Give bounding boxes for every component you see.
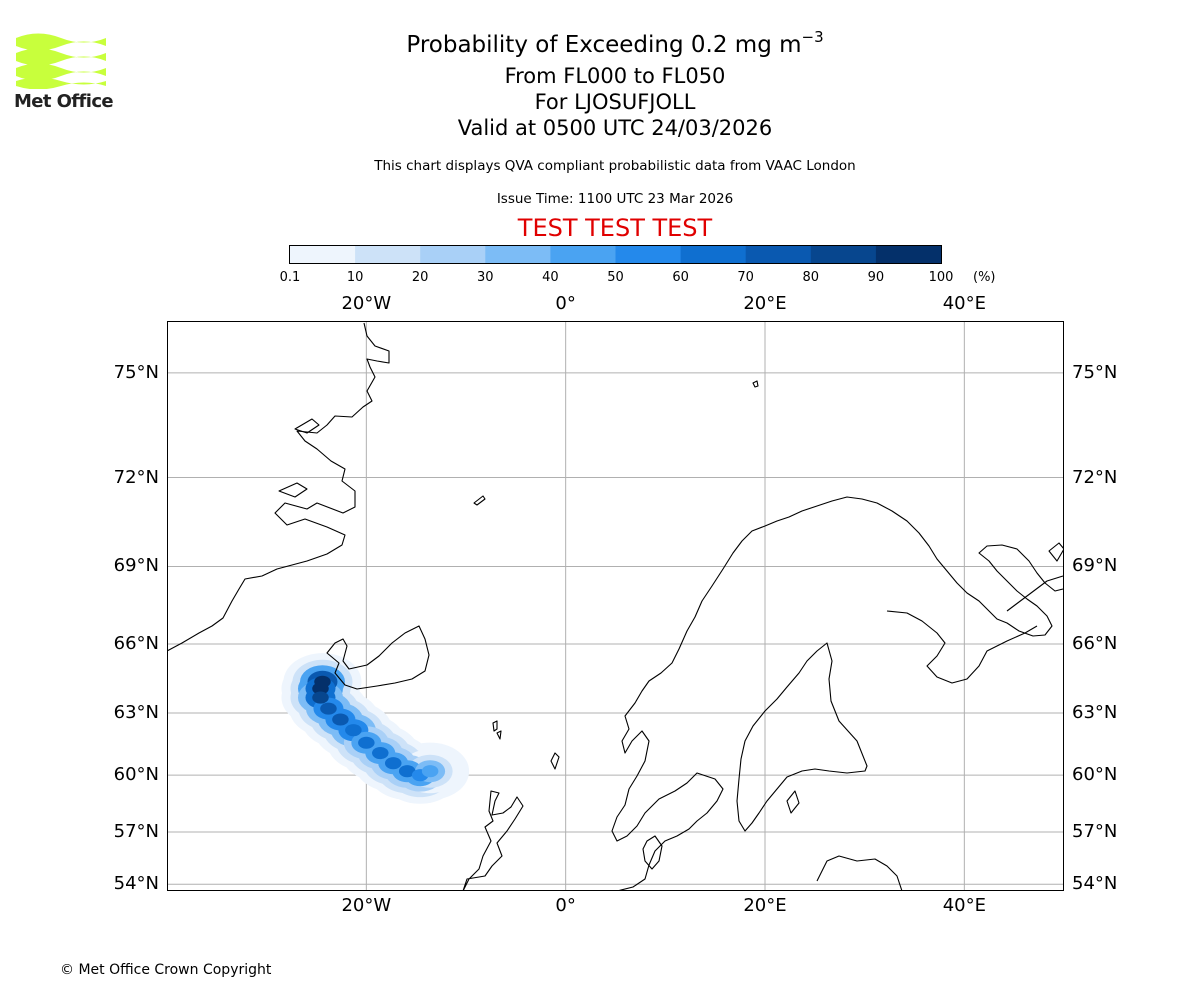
- copyright: © Met Office Crown Copyright: [60, 962, 272, 978]
- plume-cell: [384, 757, 402, 770]
- coastline-faroe: [492, 720, 502, 740]
- colorbar-tick-label: 10: [346, 270, 364, 285]
- coastline-greenland: [167, 322, 390, 652]
- colorbar-segment: [290, 246, 356, 263]
- colorbar-segment: [875, 246, 942, 263]
- ash-plume: [281, 653, 470, 804]
- plume-cell: [345, 724, 362, 737]
- colorbar-tick-label: 20: [411, 270, 429, 285]
- chart-description: This chart displays QVA compliant probab…: [374, 158, 856, 174]
- latitude-label: 72°N: [113, 466, 159, 488]
- colorbar-tick-label: 100: [928, 270, 954, 285]
- longitude-label: 0°: [555, 293, 576, 314]
- coastline-denmark: [642, 835, 663, 870]
- latitude-label: 54°N: [113, 873, 159, 895]
- colorbar: [289, 245, 942, 264]
- latitude-label: 63°N: [1072, 701, 1118, 723]
- colorbar-segment: [745, 246, 812, 263]
- latitude-label: 72°N: [1072, 466, 1118, 488]
- coastline-scandinavia: [611, 496, 1064, 891]
- plume-cell: [398, 765, 416, 778]
- latitude-label: 57°N: [1072, 820, 1118, 842]
- plume-cell: [372, 747, 389, 760]
- longitude-label: 20°E: [743, 895, 787, 916]
- map-frame: [167, 321, 1064, 891]
- graticule: [167, 321, 1064, 891]
- latitude-label: 57°N: [113, 820, 159, 842]
- longitude-label: 0°: [555, 895, 576, 916]
- colorbar-tick-label: 40: [542, 270, 559, 285]
- longitude-label: 20°W: [341, 293, 392, 314]
- issue-time: Issue Time: 1100 UTC 23 Mar 2026: [496, 191, 734, 207]
- latitude-label: 75°N: [113, 361, 159, 383]
- coastline-gotland: [786, 790, 800, 814]
- latitude-label: 60°N: [1072, 764, 1118, 786]
- latitude-label: 54°N: [1072, 873, 1118, 895]
- met-office-wave-logo: [16, 33, 106, 89]
- logo-text: Met Office: [14, 91, 114, 112]
- colorbar-tick-label: 60: [672, 270, 689, 285]
- coastline-iceland: [326, 625, 430, 690]
- flight-level-range: From FL000 to FL050: [504, 64, 726, 88]
- colorbar-segment: [420, 246, 486, 263]
- chart-title-exponent: −3: [801, 28, 824, 46]
- test-banner: TEST TEST TEST: [517, 214, 713, 242]
- colorbar-segment: [550, 246, 616, 263]
- coastlines: [167, 322, 1064, 891]
- plume-cell: [320, 702, 337, 715]
- plume-cell: [312, 682, 329, 695]
- coastline-bear-island: [752, 380, 759, 388]
- plume-cell: [358, 736, 375, 749]
- coastline-gulf-of-bothnia: [736, 642, 868, 832]
- colorbar-tick-label: 50: [607, 270, 624, 285]
- latitude-label: 63°N: [113, 701, 159, 723]
- coastline-shetland: [550, 752, 560, 770]
- chart-title-text: Probability of Exceeding 0.2 mg m: [406, 32, 802, 58]
- colorbar-tick-label: 90: [867, 270, 885, 285]
- colorbar-tick-label: 30: [477, 270, 494, 285]
- colorbar-segment: [680, 246, 747, 263]
- coastline-kola: [886, 610, 1038, 684]
- colorbar-unit: (%): [973, 270, 996, 285]
- volcano-location: For LJOSUFJOLL: [534, 90, 696, 114]
- colorbar-tick-label: 80: [802, 270, 820, 285]
- map: [167, 321, 1064, 891]
- plume-cell: [421, 765, 439, 778]
- plume-cell: [332, 713, 349, 726]
- longitude-label: 40°E: [942, 293, 986, 314]
- longitude-label: 20°W: [341, 895, 392, 916]
- valid-time: Valid at 0500 UTC 24/03/2026: [457, 116, 773, 140]
- latitude-label: 69°N: [1072, 555, 1118, 577]
- colorbar-frame: [289, 245, 942, 264]
- chart-title: Probability of Exceeding 0.2 mg m−3: [0, 28, 1200, 58]
- latitude-label: 66°N: [113, 633, 159, 655]
- colorbar-segment: [810, 246, 877, 263]
- longitude-label: 40°E: [942, 895, 986, 916]
- longitude-label: 20°E: [743, 293, 787, 314]
- plume-cell: [312, 691, 329, 704]
- colorbar-segment: [355, 246, 421, 263]
- latitude-label: 60°N: [113, 764, 159, 786]
- colorbar-tick-label: 0.1: [279, 270, 301, 285]
- coastline-scotland: [462, 790, 524, 891]
- colorbar-segment: [615, 246, 682, 263]
- latitude-label: 66°N: [1072, 633, 1118, 655]
- latitude-label: 69°N: [113, 555, 159, 577]
- colorbar-segment: [485, 246, 551, 263]
- coastline-jan-mayen: [473, 495, 486, 506]
- latitude-label: 75°N: [1072, 361, 1118, 383]
- colorbar-tick-label: 70: [737, 270, 754, 285]
